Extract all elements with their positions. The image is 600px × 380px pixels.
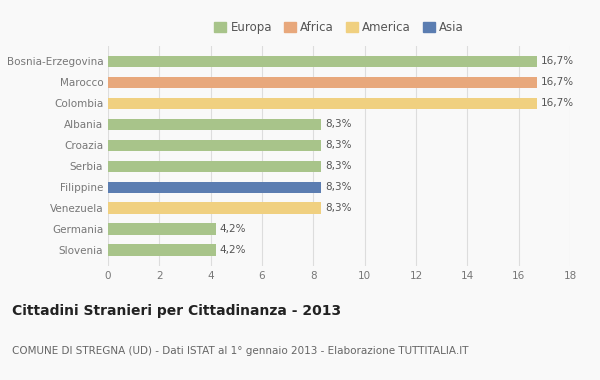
Text: 16,7%: 16,7% xyxy=(541,56,574,66)
Text: 8,3%: 8,3% xyxy=(325,182,352,192)
Text: 4,2%: 4,2% xyxy=(220,224,246,234)
Legend: Europa, Africa, America, Asia: Europa, Africa, America, Asia xyxy=(209,16,469,39)
Bar xyxy=(108,244,216,256)
Bar xyxy=(108,119,321,130)
Text: Cittadini Stranieri per Cittadinanza - 2013: Cittadini Stranieri per Cittadinanza - 2… xyxy=(12,304,341,318)
Bar xyxy=(108,55,536,67)
Text: 8,3%: 8,3% xyxy=(325,161,352,171)
Bar xyxy=(108,203,321,214)
Bar xyxy=(108,77,536,88)
Bar xyxy=(108,139,321,151)
Text: 16,7%: 16,7% xyxy=(541,98,574,108)
Text: 8,3%: 8,3% xyxy=(325,140,352,150)
Text: 8,3%: 8,3% xyxy=(325,119,352,129)
Bar xyxy=(108,98,536,109)
Text: 4,2%: 4,2% xyxy=(220,245,246,255)
Bar xyxy=(108,223,216,235)
Text: 8,3%: 8,3% xyxy=(325,203,352,213)
Bar xyxy=(108,182,321,193)
Bar xyxy=(108,160,321,172)
Text: 16,7%: 16,7% xyxy=(541,78,574,87)
Text: COMUNE DI STREGNA (UD) - Dati ISTAT al 1° gennaio 2013 - Elaborazione TUTTITALIA: COMUNE DI STREGNA (UD) - Dati ISTAT al 1… xyxy=(12,346,469,356)
